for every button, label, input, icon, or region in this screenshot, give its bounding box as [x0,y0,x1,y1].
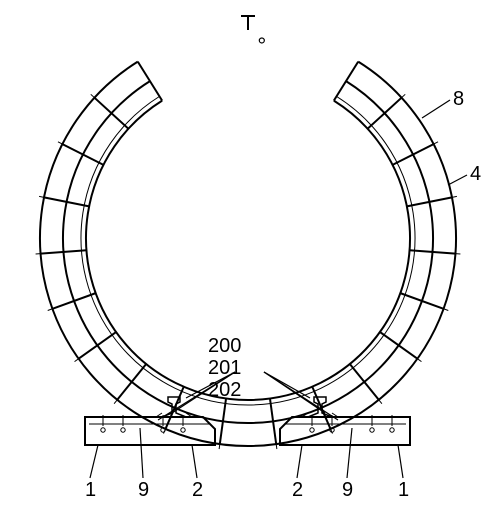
label-1R: 1 [398,479,409,501]
base-plates [85,415,410,445]
ring [36,16,461,449]
segment-rib [350,364,379,400]
label-2R: 2 [292,479,303,501]
label-201: 201 [208,357,241,379]
flange-tick [219,444,220,449]
label-1L: 1 [85,479,96,501]
end-cap-left [138,62,162,101]
tunnel-section-diagram: 8 4 200201202 1 9 2 2 9 1 [0,0,503,513]
flange-tick [379,400,382,404]
leader-line [448,175,467,185]
flange-tick [434,142,438,144]
flange-tick [91,94,95,97]
label-9L: 9 [138,479,149,501]
top-hole [259,38,264,43]
bolt [121,428,125,432]
segment-rib [52,293,95,309]
flange-tick [402,94,406,97]
flange-tick [58,142,62,144]
segment-rib [400,293,443,309]
inner-band-arc [81,96,415,405]
bolt [390,428,394,432]
leader-line [140,428,143,478]
segment-rib [79,332,116,359]
label-202: 202 [208,379,241,401]
flange-tick [75,359,79,362]
bolt [101,428,105,432]
segment-rib [62,144,103,165]
leader-line [297,445,302,478]
leader-line [90,445,98,478]
label-2L: 2 [192,479,203,501]
inner-arc [86,101,410,400]
leader-line [422,100,450,118]
leader-line [347,428,352,478]
flange-tick [276,444,277,449]
flange-tick [417,359,421,362]
bolt [370,428,374,432]
label-8: 8 [453,88,464,110]
outer-arc [40,62,456,446]
bolt [310,428,314,432]
segment-rib [380,332,417,359]
segment-rib [117,364,146,400]
end-cap-right [334,62,358,101]
label-4: 4 [470,163,481,185]
leader-line [192,445,197,478]
segment-rib [393,144,434,165]
bolt [181,428,185,432]
leader-line [398,445,403,478]
flange-tick [114,400,117,404]
label-9R: 9 [342,479,353,501]
label-200: 200 [208,335,241,357]
